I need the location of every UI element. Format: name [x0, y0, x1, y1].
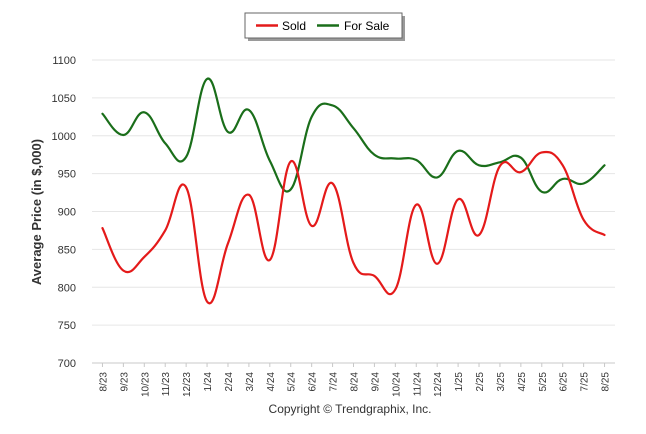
- y-tick-label: 750: [58, 320, 76, 332]
- axis-layer: 700 750 800 850 900 950 1000 1050 1100 8/23 9/23 10…: [52, 55, 615, 397]
- series-line-sold: [101, 150, 606, 305]
- x-tick-label: 5/24: [287, 372, 298, 392]
- x-tick-label: 4/25: [517, 372, 528, 392]
- x-tick-label: 5/25: [538, 372, 549, 392]
- grid-layer: [92, 59, 615, 364]
- x-tick-label: 11/23: [161, 372, 172, 397]
- y-tick-label: 950: [58, 169, 76, 181]
- series-layer: [101, 77, 606, 305]
- y-tick-label: 800: [58, 282, 76, 294]
- y-tick-label: 850: [58, 244, 76, 256]
- x-tick-label: 1/24: [203, 372, 214, 392]
- series-line-for-sale: [101, 77, 606, 194]
- legend-label-for-sale: For Sale: [344, 19, 390, 33]
- x-tick-label: 8/23: [98, 372, 109, 392]
- x-tick-label: 8/24: [350, 372, 361, 392]
- x-tick-label: 10/23: [140, 372, 151, 397]
- y-tick-label: 700: [58, 358, 76, 370]
- x-tick-label: 7/24: [329, 372, 340, 392]
- y-tick-label: 900: [58, 207, 76, 219]
- x-tick-label: 10/24: [391, 372, 402, 397]
- x-tick-label: 8/25: [601, 372, 612, 392]
- y-tick-label: 1000: [52, 131, 76, 143]
- x-tick-label: 6/24: [308, 372, 319, 392]
- x-tick-label: 1/25: [454, 372, 465, 392]
- x-tick-label: 12/24: [433, 372, 444, 397]
- x-tick-label: 2/24: [224, 372, 235, 392]
- copyright-text: Copyright © Trendgraphix, Inc.: [269, 402, 432, 416]
- x-tick-label: 2/25: [475, 372, 486, 392]
- y-tick-label: 1050: [52, 93, 76, 105]
- x-tick-label: 11/24: [412, 372, 423, 397]
- x-tick-label: 4/24: [266, 372, 277, 392]
- x-tick-label: 6/25: [559, 372, 570, 392]
- y-tick-label: 1100: [52, 55, 76, 67]
- x-tick-label: 3/25: [496, 372, 507, 392]
- x-tick-label: 7/25: [580, 372, 591, 392]
- x-tick-label: 9/23: [119, 372, 130, 392]
- x-tick-label: 9/24: [370, 372, 381, 392]
- legend[interactable]: Sold For Sale: [244, 12, 405, 41]
- y-axis-label: Average Price (in $,000): [29, 139, 44, 285]
- legend-label-sold: Sold: [282, 19, 306, 33]
- x-tick-label: 12/23: [182, 372, 193, 397]
- x-tick-label: 3/24: [245, 372, 256, 392]
